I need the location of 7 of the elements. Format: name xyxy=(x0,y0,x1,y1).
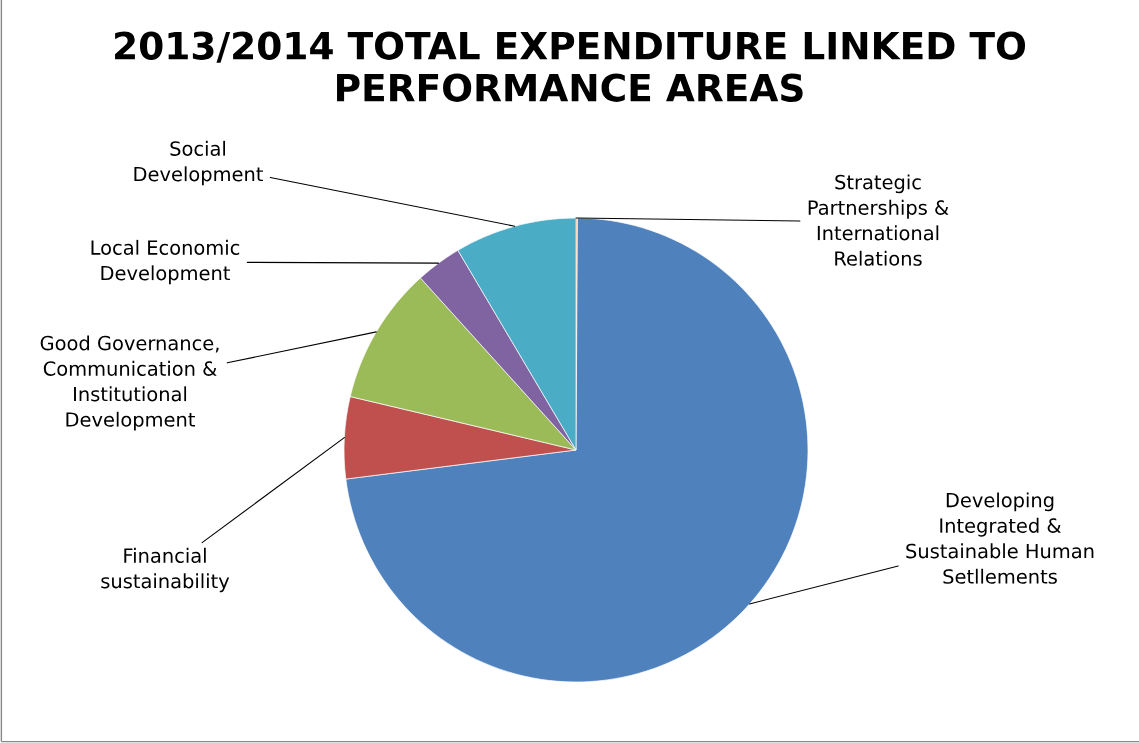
slice-label: Social Development xyxy=(134,140,263,186)
slice-label: Good Governance, Communication & Institutional Development xyxy=(40,335,219,431)
slice-label: Developing Integrated & Sustainable Human Setllements xyxy=(906,492,1094,584)
slice-label: Local Economic Development xyxy=(91,239,240,285)
slice-label: Financial sustainability xyxy=(101,547,230,593)
slice-label: Strategic Partnerships & International Relations xyxy=(808,174,949,266)
chart-title: 2013/2014 TOTAL EXPENDITURE LINKED TO PERFORMANCE AREAS xyxy=(115,31,1026,102)
